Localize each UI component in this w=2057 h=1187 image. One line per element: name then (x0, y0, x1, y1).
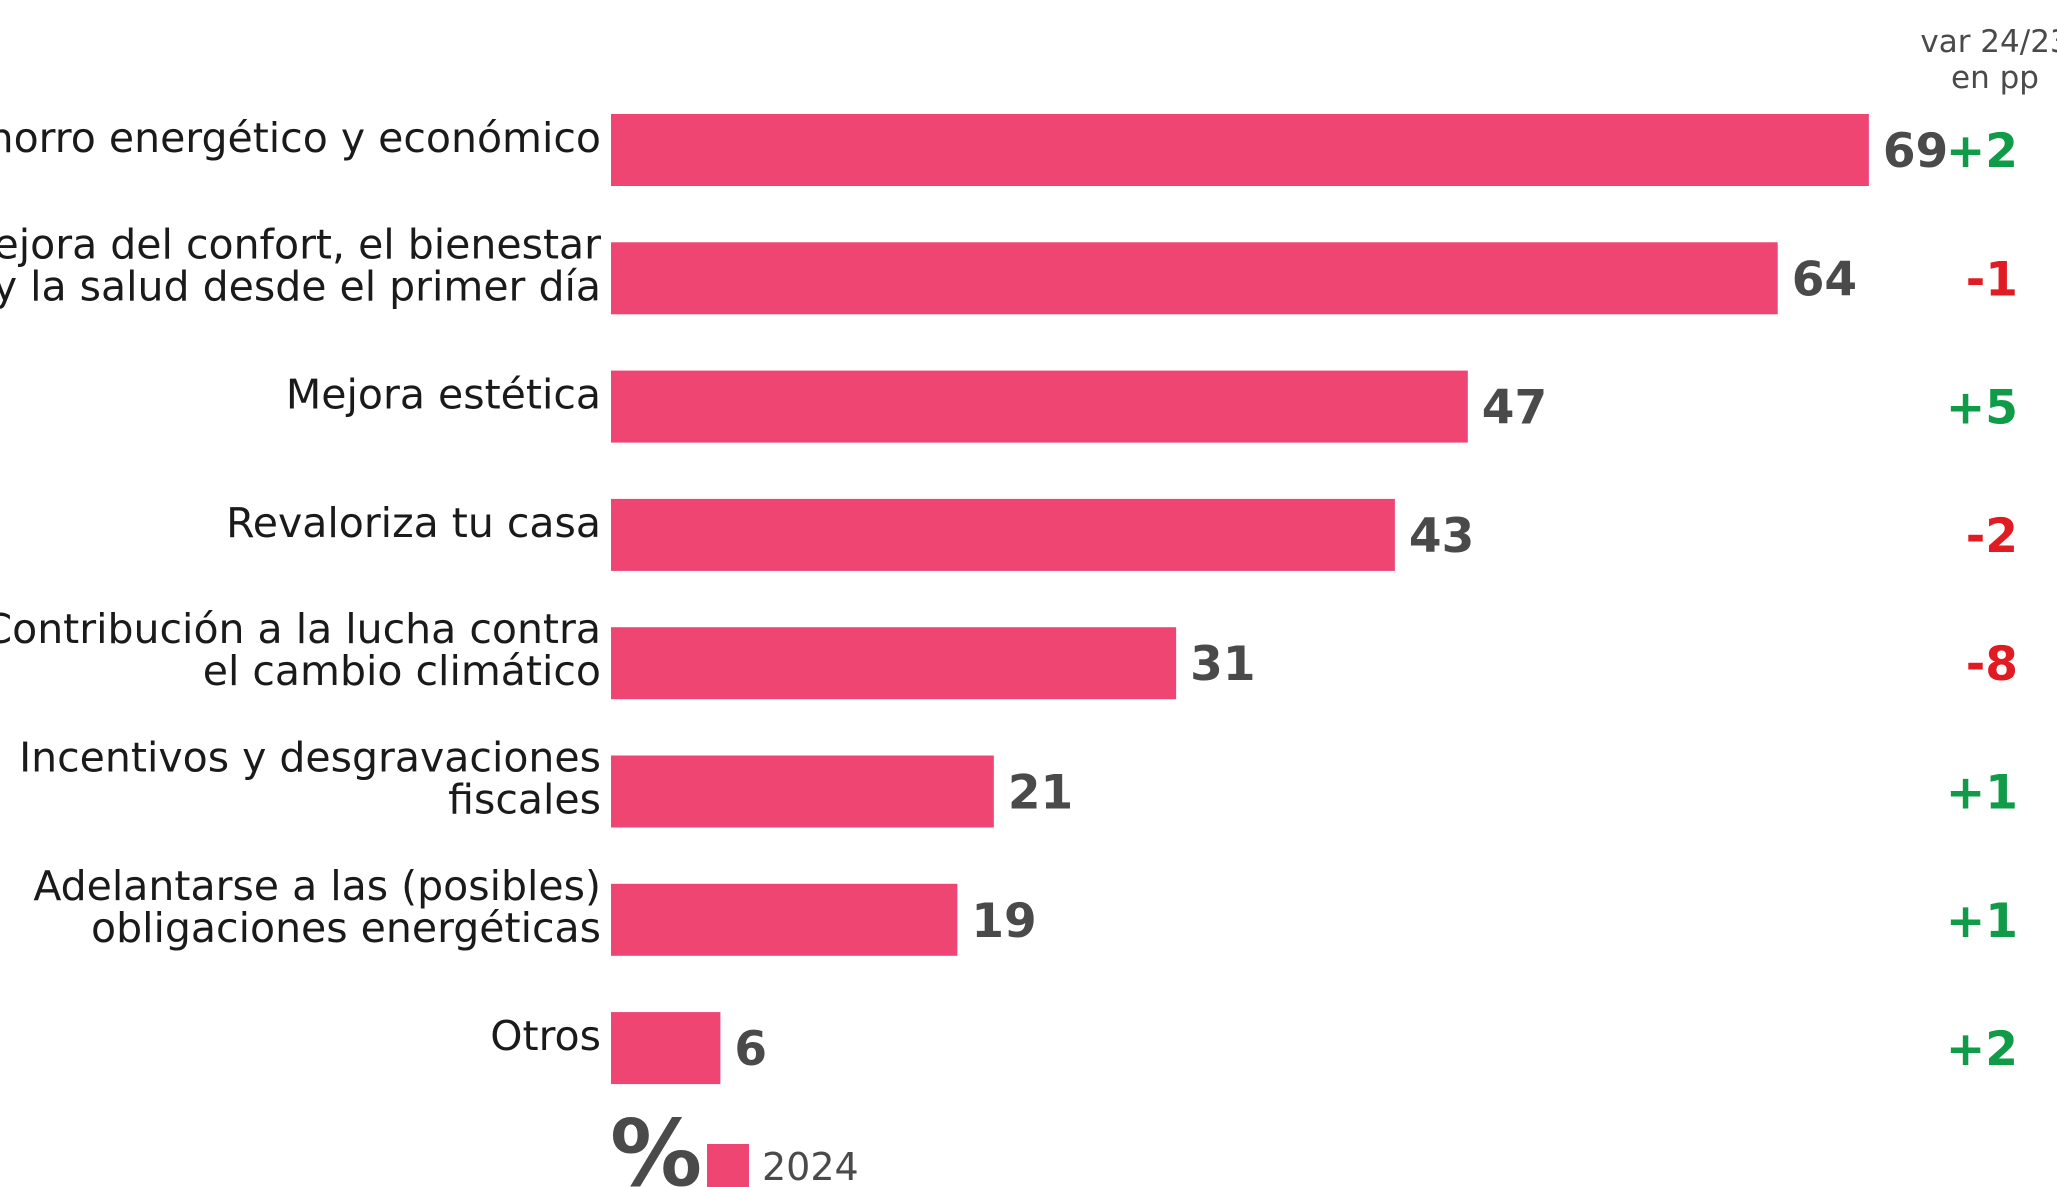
category-label: fiscales (448, 776, 601, 824)
category-label: Revaloriza tu casa (226, 499, 601, 547)
category-label: Otros (490, 1012, 601, 1060)
variation-value: +5 (1946, 381, 2018, 436)
value-label: 21 (1008, 766, 1073, 821)
category-label: Mejora estética (286, 371, 601, 419)
category-label: Contribución a la lucha contra (0, 605, 601, 653)
value-label: 47 (1482, 381, 1547, 436)
legend-area: % 2024 (610, 1100, 859, 1187)
bar (611, 370, 1468, 443)
variation-value: +2 (1946, 124, 2018, 179)
variation-value: -2 (1966, 509, 2018, 564)
value-label: 6 (734, 1022, 767, 1077)
bar (611, 883, 958, 956)
category-label: el cambio climático (203, 647, 601, 695)
value-label: 64 (1792, 252, 1857, 307)
legend-swatch (707, 1144, 749, 1187)
bar (611, 755, 994, 828)
variation-header-line: var 24/23 (1920, 24, 2057, 60)
variation-header-line: en pp (1951, 60, 2039, 96)
unit-label: % (610, 1100, 702, 1187)
bar (611, 242, 1778, 315)
bar (611, 1012, 721, 1085)
variation-value: +2 (1946, 1022, 2018, 1077)
bar (611, 114, 1869, 186)
category-label: obligaciones energéticas (91, 904, 601, 952)
value-label: 19 (971, 894, 1036, 949)
category-labels: Ahorro energético y económico Mejora del … (0, 114, 601, 1060)
value-label: 43 (1409, 509, 1474, 564)
bars (611, 114, 1869, 1085)
variation-value: +1 (1946, 766, 2018, 821)
value-label: 31 (1190, 637, 1255, 692)
bar (611, 627, 1177, 700)
bar (611, 498, 1395, 571)
category-label: Ahorro energético y económico (0, 114, 601, 162)
variation-value: -8 (1966, 637, 2018, 692)
category-label: Adelantarse a las (posibles) (33, 862, 601, 910)
category-label: Mejora del confort, el bienestar (0, 220, 601, 268)
variation-labels: +2 -1 +5 -2 -8 +1 +1 +2 (1946, 124, 2018, 1077)
variation-value: +1 (1946, 894, 2018, 949)
category-label: Incentivos y desgravaciones (19, 734, 601, 782)
variation-value: -1 (1966, 252, 2018, 307)
legend-label: 2024 (762, 1145, 859, 1187)
value-labels: 69 64 47 43 31 21 19 6 (734, 124, 1948, 1077)
category-label: y la salud desde el primer día (0, 262, 601, 310)
value-label: 69 (1883, 124, 1948, 179)
